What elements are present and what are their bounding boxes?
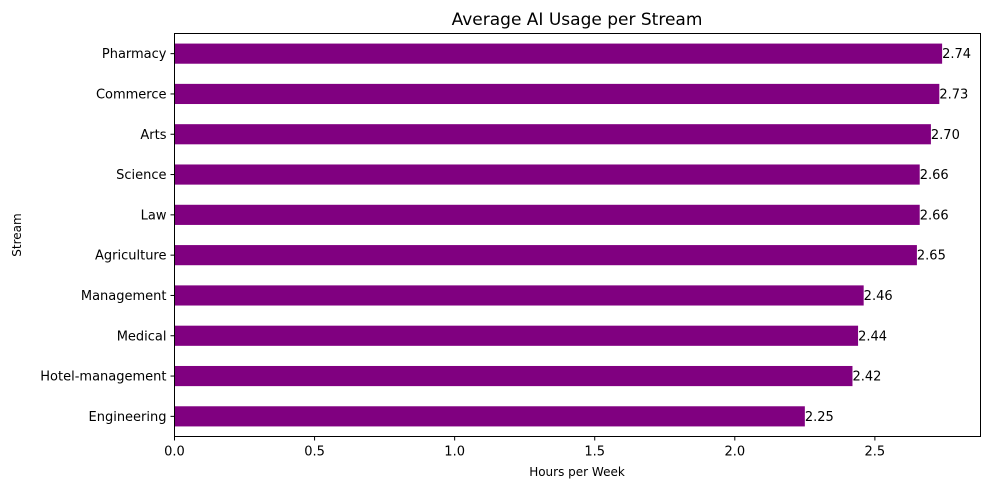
x-tick-label: 1.0 [444,445,465,460]
plot-frame [174,33,981,437]
data-label-commerce: 2.73 [939,87,968,102]
data-label-arts: 2.70 [931,128,960,143]
data-label-medical: 2.44 [858,329,887,344]
data-label-law: 2.66 [920,208,949,223]
data-label-management: 2.46 [864,289,893,304]
y-axis-ticks: Pharmacy Commerce Arts Science Law Agricultur… [40,47,175,425]
x-tick-label: 2.0 [724,445,745,460]
y-tick-label-agriculture: Agriculture [95,249,167,264]
x-axis-ticks: 0.0 0.5 1.0 1.5 2.0 2.5 [164,436,886,460]
x-tick-label: 2.5 [865,445,886,460]
bar-agriculture [174,245,917,266]
y-tick-label-science: Science [116,168,166,183]
y-tick-label-hotel-management: Hotel-management [40,370,166,385]
x-tick-label: 0.5 [304,445,325,460]
data-label-pharmacy: 2.74 [942,47,971,62]
y-tick-label-management: Management [81,289,167,304]
y-axis-label: Stream [10,213,24,256]
y-tick-label-engineering: Engineering [89,410,167,425]
x-tick-label: 1.5 [584,445,605,460]
bar-hotel-management [174,365,853,387]
bar-law [174,204,920,225]
data-label-science: 2.66 [920,168,949,183]
bar-engineering [174,406,805,427]
y-tick-label-medical: Medical [117,329,167,344]
bars-layer [174,43,943,427]
x-tick-label: 0.0 [164,445,185,460]
y-tick-label-arts: Arts [140,128,166,143]
bar-commerce [174,83,940,105]
x-axis-label: Hours per Week [529,465,625,479]
bar-management [174,285,864,306]
data-label-agriculture: 2.65 [917,249,946,264]
bar-science [174,164,920,185]
y-tick-label-pharmacy: Pharmacy [102,47,167,62]
bar-arts [174,124,931,145]
y-tick-label-commerce: Commerce [96,87,167,102]
bar-pharmacy [174,43,943,64]
data-label-engineering: 2.25 [805,410,834,425]
data-labels-layer: 2.74 2.73 2.70 2.66 2.66 2.65 2.46 2.44 2.42 2.25 [805,47,971,425]
chart-title: Average AI Usage per Stream [452,10,703,30]
y-tick-label-law: Law [141,208,167,223]
bar-medical [174,325,859,346]
data-label-hotel-management: 2.42 [852,370,881,385]
